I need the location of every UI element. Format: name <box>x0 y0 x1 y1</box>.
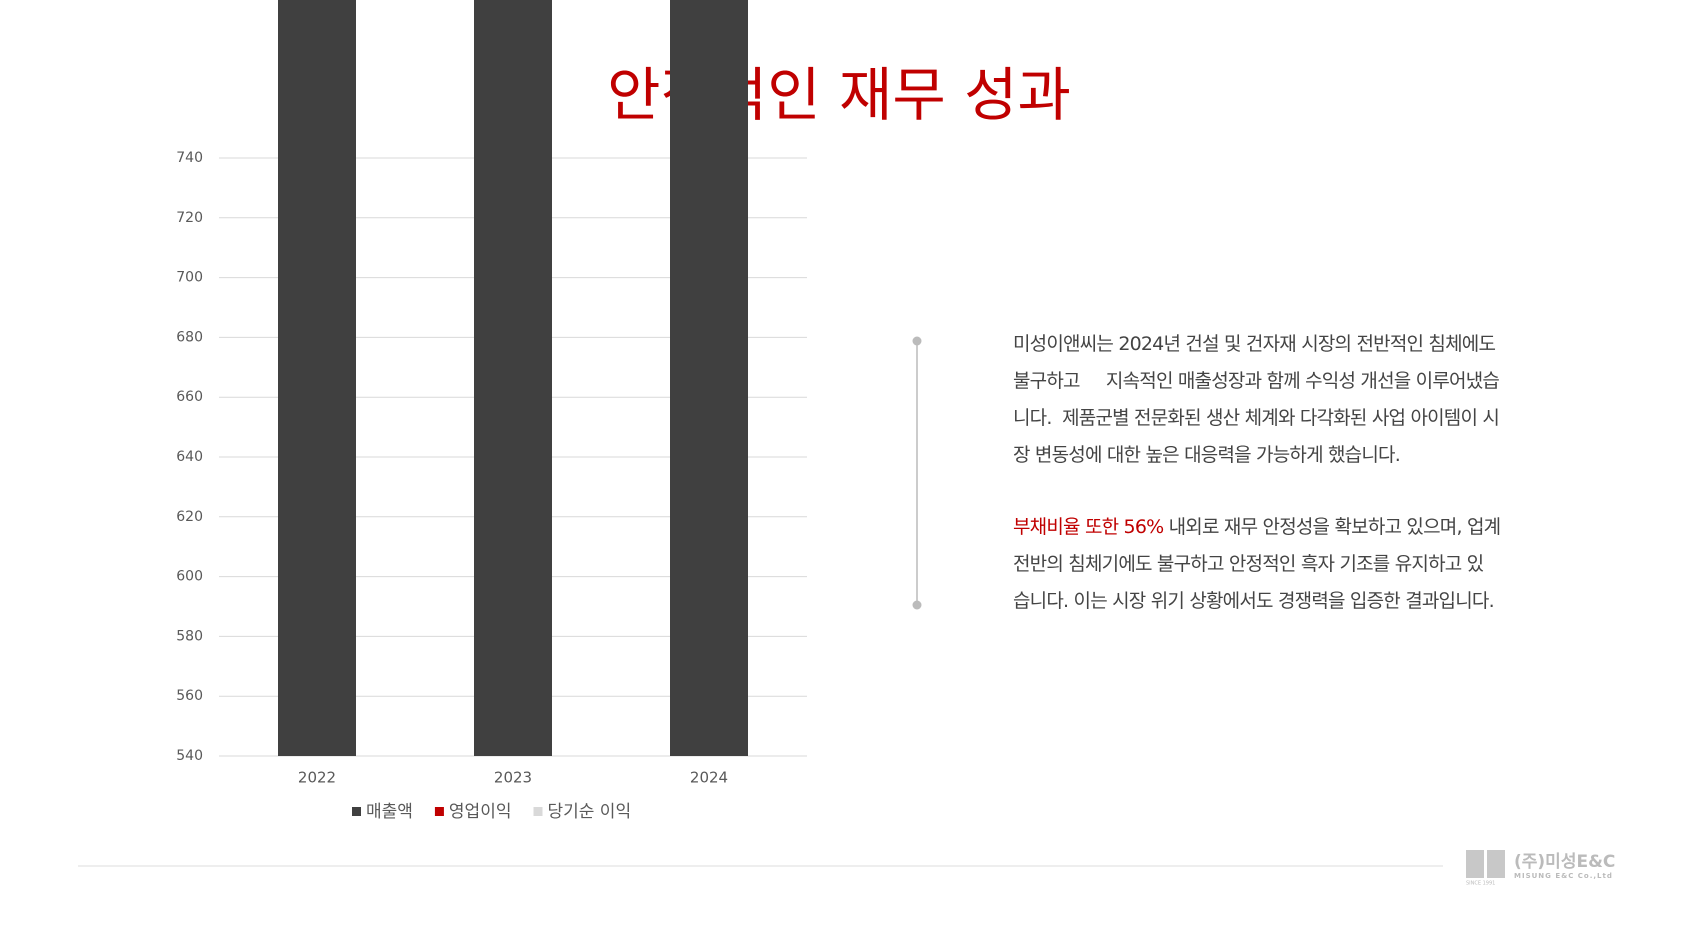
text-span: 내외로 재무 안정성을 확보하고 있으며, 업계 <box>1163 516 1501 538</box>
bar-segment <box>670 0 748 757</box>
text-span: 부채비율 또한 56% <box>1013 516 1164 538</box>
x-tick-label: 2023 <box>494 769 532 787</box>
legend-swatch <box>533 807 543 816</box>
text-span: 미성이앤씨는 2024년 건설 및 건자재 시장의 전반적인 침체에도 <box>1013 333 1496 355</box>
text-span: 전반의 침체기에도 불구하고 안정적인 흑자 기조를 유지하고 있 <box>1013 553 1484 575</box>
bar-segment <box>278 0 356 756</box>
divider-dot <box>912 336 922 346</box>
logo-sub: MISUNG E&C Co.,Ltd <box>1514 872 1613 880</box>
y-tick-label: 660 <box>176 389 203 405</box>
logo-name: (주)미성E&C <box>1514 852 1615 872</box>
legend-label: 영업이익 <box>449 802 512 822</box>
x-tick-label: 2024 <box>690 769 728 787</box>
x-tick-label: 2022 <box>298 769 336 787</box>
text-line: 습니다. 이는 시장 위기 상황에서도 경쟁력을 입증한 결과입니다. <box>1013 583 1500 620</box>
y-tick-label: 640 <box>176 449 203 465</box>
text-line: 니다. 제품군별 전문화된 생산 체계와 다각화된 사업 아이템이 시 <box>1013 400 1500 437</box>
y-tick-label: 680 <box>176 329 203 345</box>
text-line: 장 변동성에 대한 높은 대응력을 가능하게 했습니다. <box>1013 437 1499 474</box>
y-tick-label: 620 <box>176 509 203 525</box>
text-line: 불구하고 지속적인 매출성장과 함께 수익성 개선을 이루어냈습 <box>1013 363 1500 400</box>
logo-since: SINCE 1991 <box>1466 881 1495 887</box>
bar-segment <box>474 0 552 756</box>
legend-label: 매출액 <box>366 802 413 822</box>
text-line: 부채비율 또한 56% 내외로 재무 안정성을 확보하고 있으며, 업계 <box>1013 509 1501 546</box>
legend-label: 당기순 이익 <box>547 802 631 822</box>
divider-dot <box>912 600 922 610</box>
y-tick-label: 600 <box>176 569 203 585</box>
text-span: 습니다. 이는 시장 위기 상황에서도 경쟁력을 입증한 결과입니다. <box>1013 590 1495 612</box>
legend-swatch <box>352 807 361 816</box>
y-tick-label: 560 <box>176 688 203 704</box>
text-span: 불구하고 지속적인 매출성장과 함께 수익성 개선을 이루어냈습 <box>1013 370 1500 392</box>
y-tick-label: 540 <box>176 748 203 764</box>
y-tick-label: 740 <box>176 150 203 166</box>
legend-swatch <box>434 807 444 816</box>
text-span: 장 변동성에 대한 높은 대응력을 가능하게 했습니다. <box>1013 444 1401 466</box>
y-tick-label: 700 <box>176 270 203 286</box>
y-tick-label: 580 <box>176 628 203 644</box>
text-span: 니다. 제품군별 전문화된 생산 체계와 다각화된 사업 아이템이 시 <box>1013 407 1500 429</box>
text-line: 미성이앤씨는 2024년 건설 및 건자재 시장의 전반적인 침체에도 <box>1013 326 1499 363</box>
logo-mark <box>1466 850 1505 878</box>
text-line: 전반의 침체기에도 불구하고 안정적인 흑자 기조를 유지하고 있 <box>1013 546 1500 583</box>
y-tick-label: 720 <box>176 210 203 226</box>
